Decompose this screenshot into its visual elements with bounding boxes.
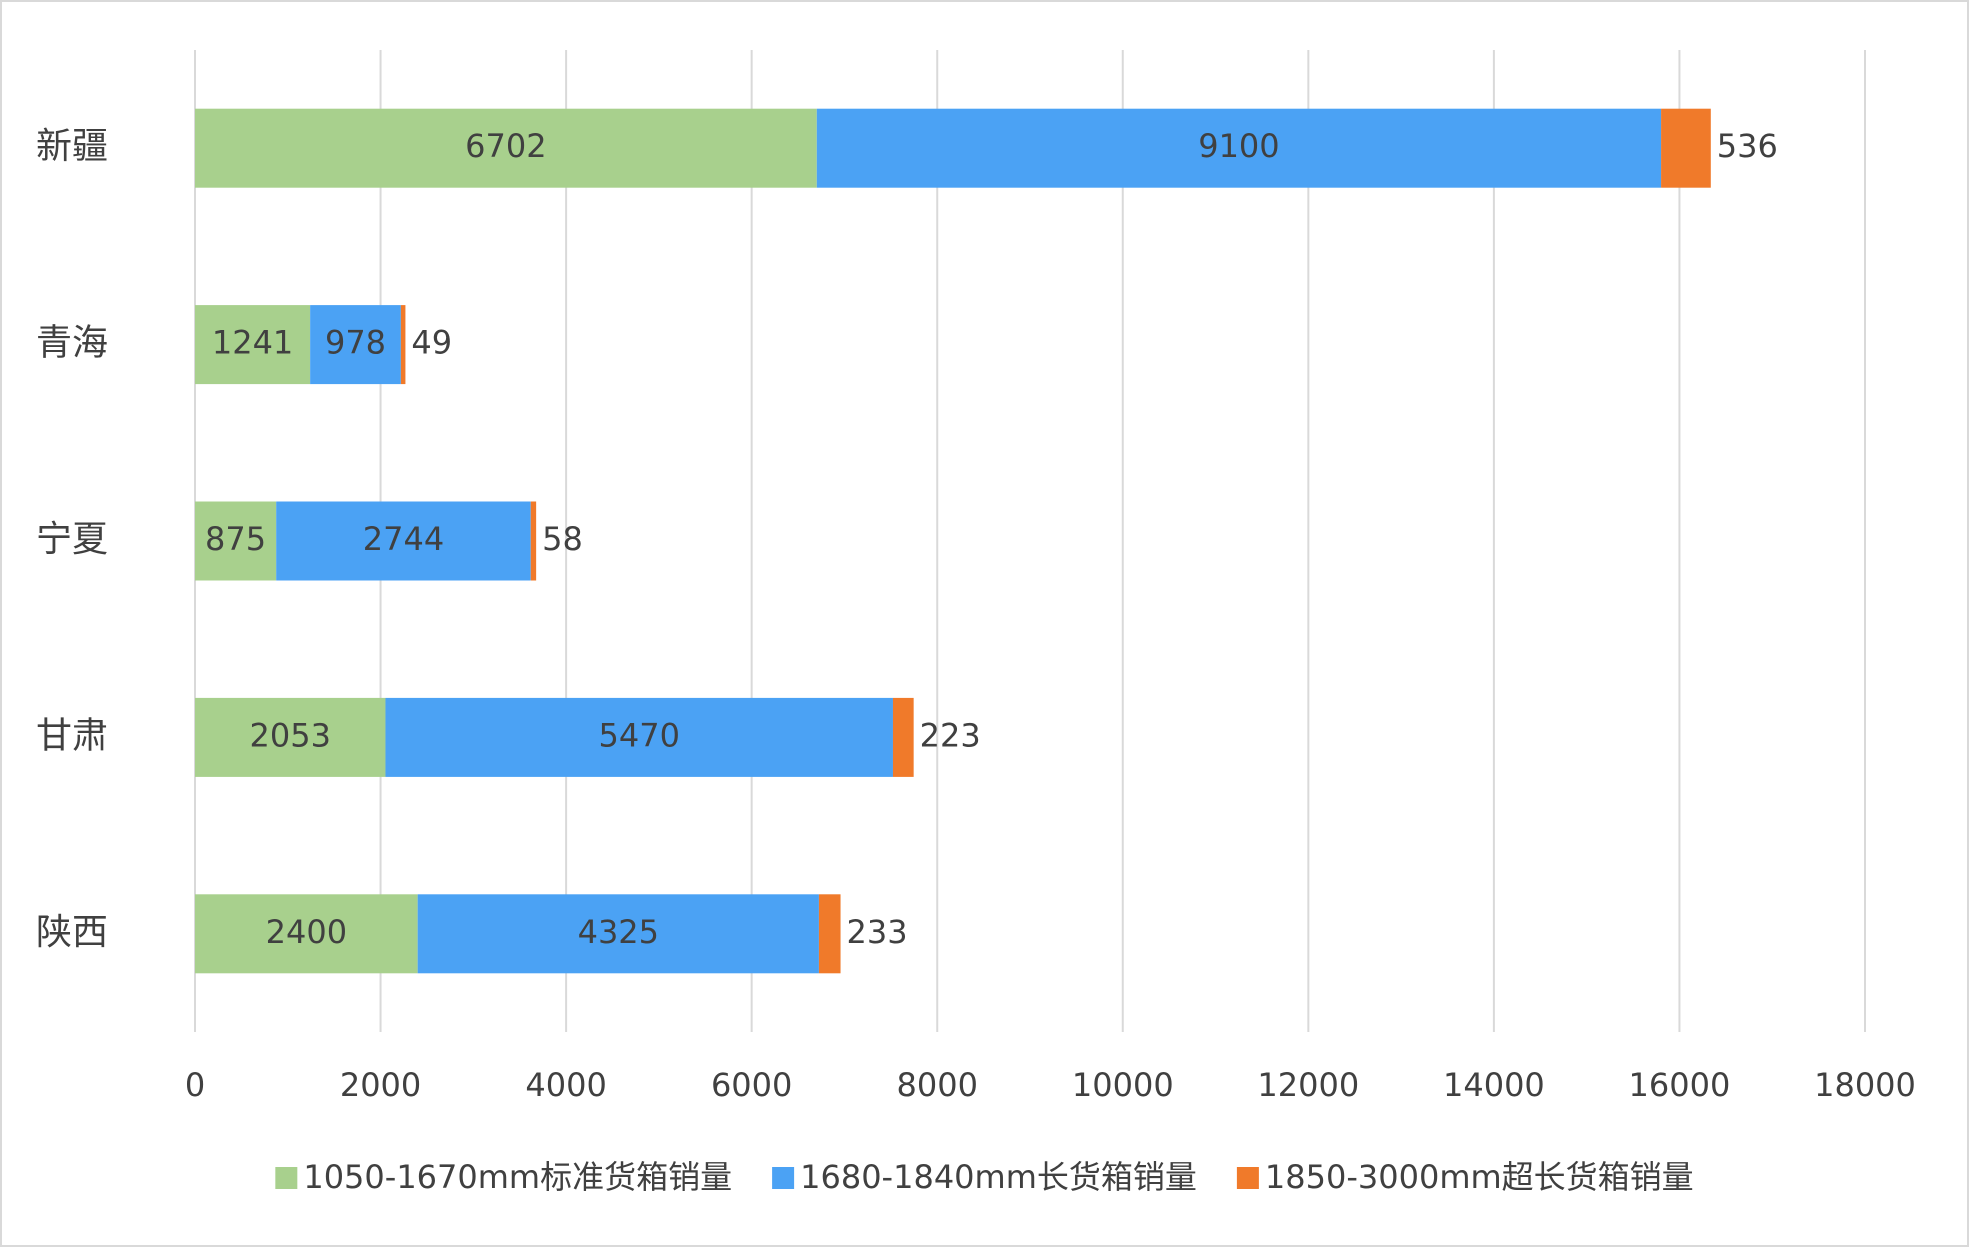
data-label: 58 — [542, 520, 583, 558]
x-tick-label: 2000 — [340, 1066, 421, 1104]
legend-swatch — [1236, 1167, 1259, 1189]
bar-segment — [816, 108, 1662, 188]
bar-segment — [276, 501, 531, 581]
legend-label: 1050-1670mm标准货箱销量 — [303, 1158, 732, 1196]
data-label: 233 — [847, 913, 908, 951]
y-tick-label: 青海 — [36, 323, 108, 364]
bar-segment — [1661, 108, 1711, 188]
x-tick-label: 12000 — [1257, 1066, 1359, 1104]
legend-swatch — [275, 1167, 298, 1189]
bar-segment — [530, 501, 537, 581]
data-label: 1241 — [212, 324, 293, 362]
data-label: 5470 — [599, 716, 680, 754]
x-tick-label: 16000 — [1629, 1066, 1731, 1104]
legend-label: 1850-3000mm超长货箱销量 — [1265, 1158, 1694, 1196]
legend-label: 1680-1840mm长货箱销量 — [800, 1158, 1197, 1196]
x-tick-label: 18000 — [1814, 1066, 1916, 1104]
legend-swatch — [772, 1167, 795, 1189]
x-tick-label: 4000 — [525, 1066, 606, 1104]
x-tick-label: 10000 — [1072, 1066, 1174, 1104]
bar-segment — [195, 108, 817, 188]
data-label: 2053 — [250, 716, 331, 754]
data-label: 2744 — [363, 520, 444, 558]
y-tick-label: 宁夏 — [36, 519, 108, 560]
data-label: 4325 — [578, 913, 659, 951]
y-tick-label: 陕西 — [36, 912, 108, 953]
data-label: 2400 — [266, 913, 347, 951]
y-tick-label: 甘肃 — [36, 715, 108, 756]
bar-segment — [195, 697, 386, 777]
data-label: 223 — [920, 716, 981, 754]
data-label: 978 — [325, 324, 386, 362]
bar-segment — [818, 894, 841, 974]
bar-segment — [417, 894, 819, 974]
bar-segment — [195, 894, 418, 974]
data-label: 49 — [411, 324, 452, 362]
x-tick-label: 14000 — [1443, 1066, 1545, 1104]
y-tick-label: 新疆 — [36, 126, 108, 167]
bar-segment — [400, 305, 406, 385]
x-tick-label: 8000 — [897, 1066, 978, 1104]
bar-segment — [195, 501, 277, 581]
bar-segment — [385, 697, 893, 777]
data-label: 536 — [1717, 127, 1778, 165]
bar-segment — [195, 305, 311, 385]
x-tick-label: 6000 — [711, 1066, 792, 1104]
x-tick-label: 0 — [185, 1066, 205, 1104]
bar-segment — [310, 305, 401, 385]
data-label: 6702 — [465, 127, 546, 165]
data-label: 9100 — [1198, 127, 1279, 165]
data-label: 875 — [205, 520, 266, 558]
bar-segment — [892, 697, 914, 777]
